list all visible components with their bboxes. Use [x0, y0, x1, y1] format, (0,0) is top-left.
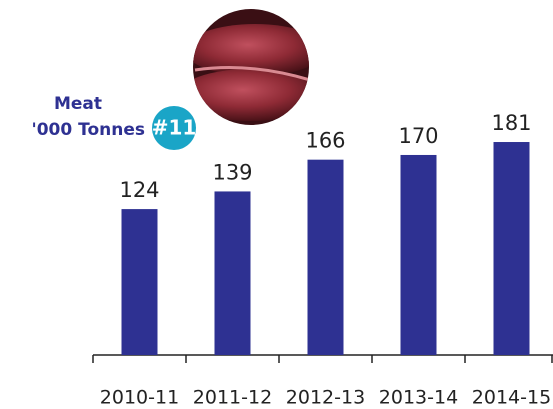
chart-title: Meat [54, 94, 102, 114]
bar [493, 142, 530, 355]
data-label: 124 [119, 178, 159, 202]
x-tick-label: 2014-15 [472, 387, 551, 409]
badge [152, 106, 196, 150]
data-label: 166 [305, 129, 345, 153]
x-tick-label: 2013-14 [379, 387, 458, 409]
badge-label: #11 [152, 116, 197, 140]
meat-photo [193, 9, 309, 125]
bar [400, 154, 437, 355]
data-label: 181 [491, 111, 531, 135]
bar [214, 191, 251, 355]
bar [121, 209, 158, 355]
x-tick-label: 2010-11 [100, 387, 179, 409]
data-label: 139 [212, 160, 252, 184]
x-tick-label: 2011-12 [193, 387, 272, 409]
x-tick-label: 2012-13 [286, 387, 365, 409]
chart-subtitle: '000 Tonnes [32, 120, 145, 140]
data-label: 170 [398, 124, 438, 148]
bar [307, 159, 344, 355]
